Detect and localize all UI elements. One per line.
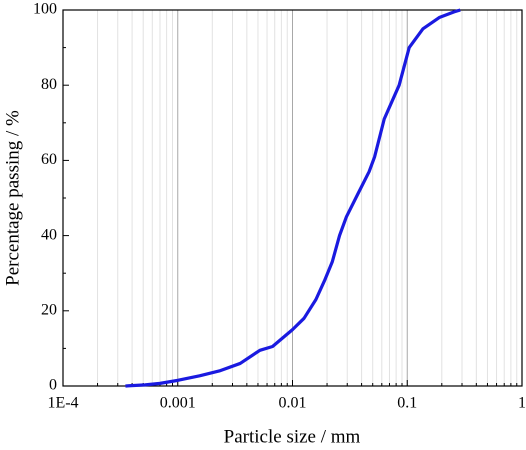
y-tick-label: 20 bbox=[41, 301, 57, 318]
y-tick-label: 0 bbox=[49, 377, 57, 394]
y-tick-label: 60 bbox=[41, 151, 57, 168]
x-tick-label: 0.01 bbox=[279, 395, 307, 412]
y-tick-label: 100 bbox=[33, 1, 57, 18]
x-tick-label: 0.1 bbox=[397, 395, 417, 412]
data-line bbox=[125, 8, 461, 388]
x-tick-label: 1E-4 bbox=[47, 395, 78, 412]
x-tick-label: 0.001 bbox=[160, 395, 196, 412]
y-tick-label: 40 bbox=[41, 226, 57, 243]
x-tick-label: 1 bbox=[518, 395, 526, 412]
y-tick-label: 80 bbox=[41, 76, 57, 93]
x-axis-label: Particle size / mm bbox=[224, 426, 361, 447]
y-axis-label: Percentage passing / % bbox=[2, 110, 23, 286]
plot-frame bbox=[62, 9, 523, 387]
